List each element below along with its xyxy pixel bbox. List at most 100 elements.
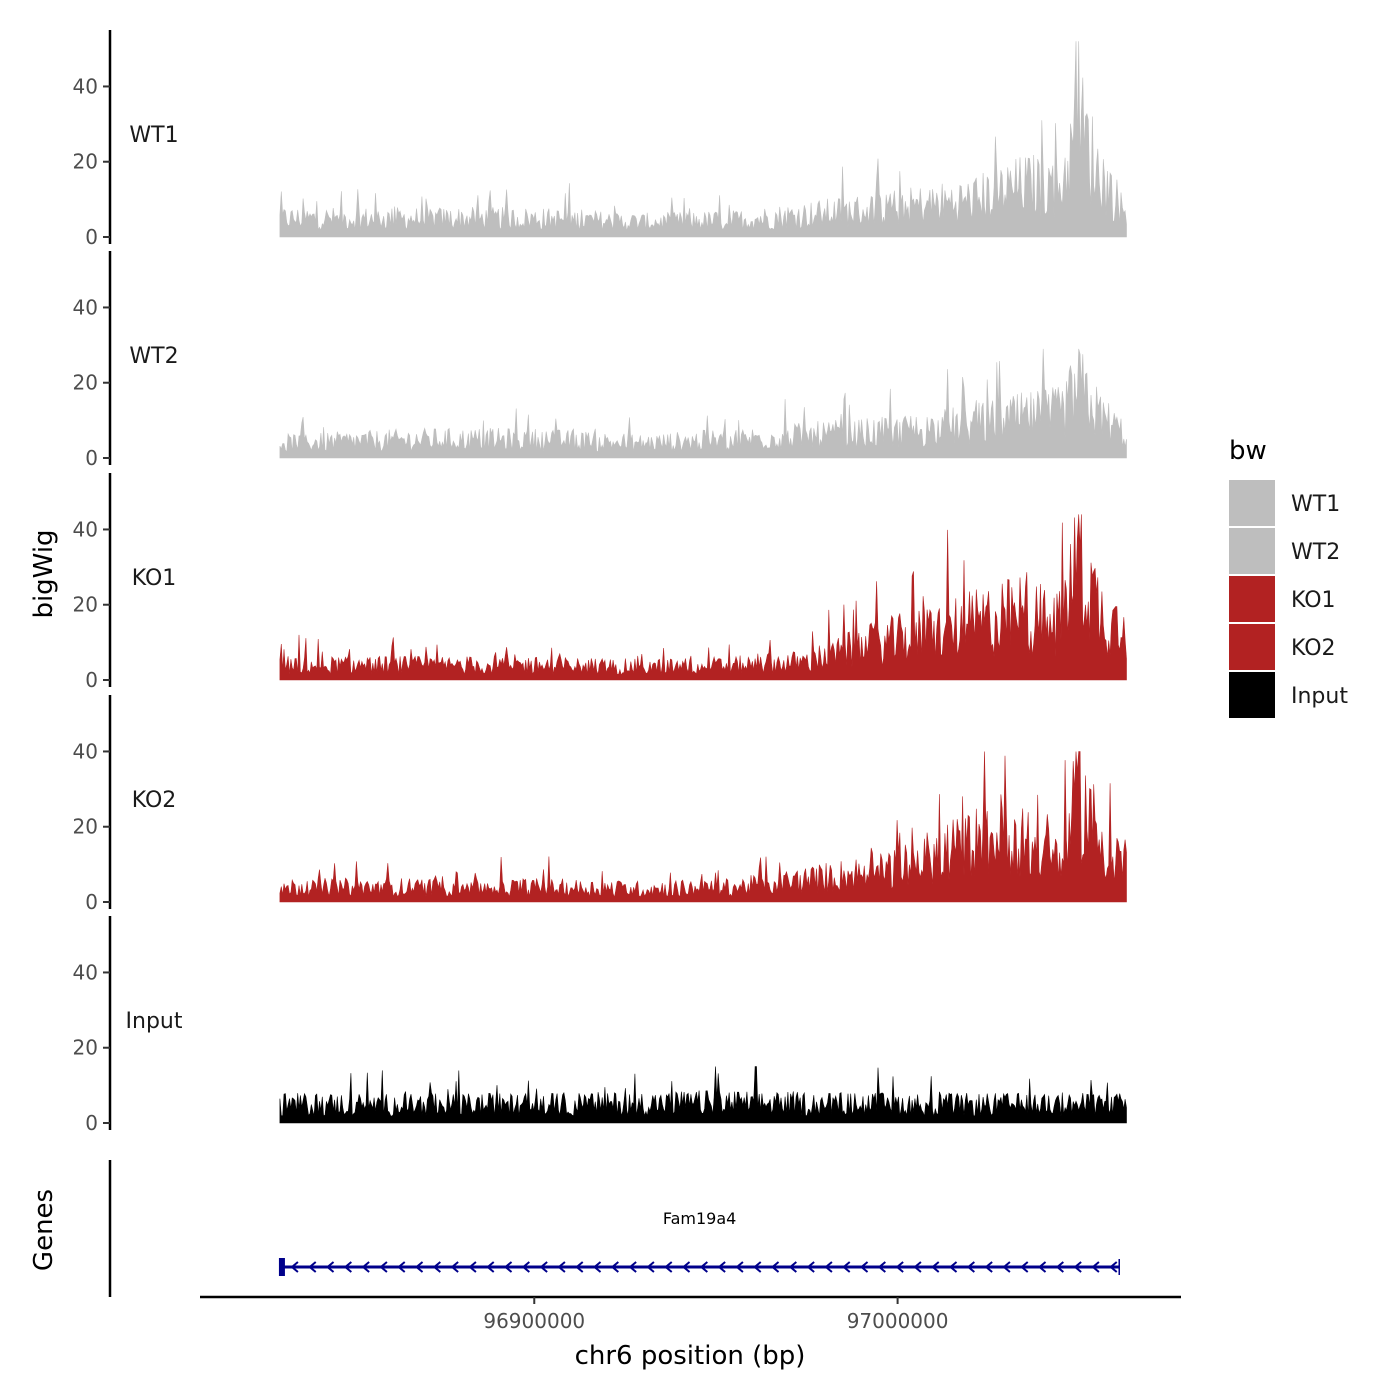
legend-swatch-input — [1229, 672, 1275, 718]
y-tick-label: 0 — [85, 1111, 98, 1135]
genes-panel-title: Genes — [29, 1189, 59, 1271]
x-axis-title: chr6 position (bp) — [575, 1341, 806, 1371]
strand-arrow — [539, 1261, 548, 1273]
strand-arrow — [824, 1261, 833, 1273]
strand-arrow — [1002, 1261, 1011, 1273]
x-axis: 96900000 97000000 — [200, 1295, 1181, 1333]
legend-label-wt2: WT2 — [1291, 540, 1340, 565]
strand-arrow — [308, 1261, 317, 1273]
strand-arrow — [450, 1261, 459, 1273]
strand-arrow — [842, 1261, 851, 1273]
strand-arrow — [699, 1261, 708, 1273]
track-label: WT2 — [129, 344, 178, 369]
strand-arrow — [770, 1261, 780, 1273]
strand-arrow — [1073, 1261, 1082, 1273]
legend-label-ko1: KO1 — [1291, 588, 1336, 613]
strand-arrow — [557, 1261, 566, 1273]
gene-exon — [278, 1258, 285, 1276]
y-tick-label: 0 — [85, 225, 98, 249]
strand-arrow — [735, 1261, 744, 1273]
strand-arrow — [717, 1261, 726, 1273]
strand-arrow — [664, 1261, 673, 1273]
strand-arrow — [575, 1261, 584, 1273]
strand-arrow — [895, 1261, 904, 1273]
strand-arrow — [361, 1261, 370, 1273]
strand-arrow — [521, 1261, 530, 1273]
strand-arrow — [343, 1261, 352, 1273]
track-label: Input — [126, 1009, 183, 1034]
track-input: 0 20 40 Input — [73, 916, 1127, 1135]
y-tick-label: 0 — [85, 668, 98, 692]
strand-arrow — [948, 1261, 958, 1273]
signal-area-ko2 — [279, 751, 1127, 903]
strand-arrow — [290, 1261, 299, 1273]
strand-arrow — [1109, 1261, 1118, 1273]
strand-arrow — [503, 1261, 513, 1273]
y-tick-label: 20 — [73, 593, 98, 617]
strand-arrow — [681, 1261, 691, 1273]
legend-swatch-wt1 — [1229, 480, 1275, 526]
strand-arrow — [913, 1261, 922, 1273]
strand-arrow — [610, 1261, 619, 1273]
strand-arrow — [468, 1261, 477, 1273]
y-tick-label: 40 — [73, 74, 98, 98]
y-tick-label: 20 — [73, 150, 98, 174]
signal-area-wt1 — [279, 41, 1127, 238]
strand-arrow — [628, 1261, 637, 1273]
strand-arrow — [966, 1261, 975, 1273]
strand-arrow — [788, 1261, 797, 1273]
gene-label: Fam19a4 — [663, 1209, 736, 1228]
x-tick-label: 96900000 — [483, 1309, 585, 1333]
strand-arrow — [931, 1261, 940, 1273]
y-axis-title: bigWig — [29, 529, 59, 618]
y-tick-label: 0 — [85, 890, 98, 914]
strand-arrow — [1020, 1261, 1029, 1273]
signal-area-input — [279, 1066, 1127, 1124]
y-tick-label: 40 — [73, 960, 98, 984]
strand-arrow — [432, 1261, 441, 1273]
legend-label-wt1: WT1 — [1291, 492, 1340, 517]
legend-label-ko2: KO2 — [1291, 636, 1336, 661]
strand-arrow — [984, 1261, 993, 1273]
strand-arrow — [397, 1261, 406, 1273]
strand-arrow — [1037, 1261, 1047, 1273]
track-label: KO1 — [132, 566, 177, 591]
signal-area-wt2 — [279, 348, 1127, 459]
strand-arrow — [806, 1261, 815, 1273]
strand-arrow — [486, 1261, 495, 1273]
signal-area-ko1 — [279, 514, 1127, 681]
gene-fam19a4: Fam19a4 — [278, 1209, 1120, 1276]
strand-arrow — [753, 1261, 762, 1273]
track-label: WT1 — [129, 123, 178, 148]
track-wt1: 0 20 40 WT1 — [73, 30, 1127, 249]
legend-swatch-ko1 — [1229, 576, 1275, 622]
gene-panel: Fam19a4 — [108, 1160, 1120, 1297]
strand-arrow — [325, 1261, 335, 1273]
legend-swatch-ko2 — [1229, 624, 1275, 670]
strand-arrow — [877, 1261, 886, 1273]
strand-arrow — [646, 1261, 655, 1273]
x-tick-label: 97000000 — [847, 1309, 949, 1333]
strand-arrow — [1055, 1261, 1064, 1273]
y-tick-label: 20 — [73, 371, 98, 395]
strand-arrow — [859, 1261, 869, 1273]
y-tick-label: 20 — [73, 815, 98, 839]
y-tick-label: 40 — [73, 739, 98, 763]
y-tick-label: 40 — [73, 295, 98, 319]
track-ko1: 0 20 40 KO1 — [73, 473, 1127, 692]
strand-arrow — [379, 1261, 388, 1273]
y-tick-label: 40 — [73, 517, 98, 541]
strand-arrow — [592, 1261, 602, 1273]
y-tick-label: 20 — [73, 1036, 98, 1060]
strand-arrow — [1091, 1261, 1100, 1273]
strand-arrow — [414, 1261, 424, 1273]
track-label: KO2 — [132, 788, 177, 813]
legend-title: bw — [1229, 436, 1267, 466]
legend-swatch-wt2 — [1229, 528, 1275, 574]
legend-label-input: Input — [1291, 684, 1348, 709]
legend: bw WT1 WT2 KO1 KO2 Input — [1229, 436, 1348, 718]
signal-tracks: 0 20 40 WT1 0 20 40 WT2 0 20 40 KO1 0 20 40 KO2 0 20 40 Inp… — [73, 30, 1127, 1135]
y-tick-label: 0 — [85, 446, 98, 470]
track-wt2: 0 20 40 WT2 — [73, 251, 1127, 470]
